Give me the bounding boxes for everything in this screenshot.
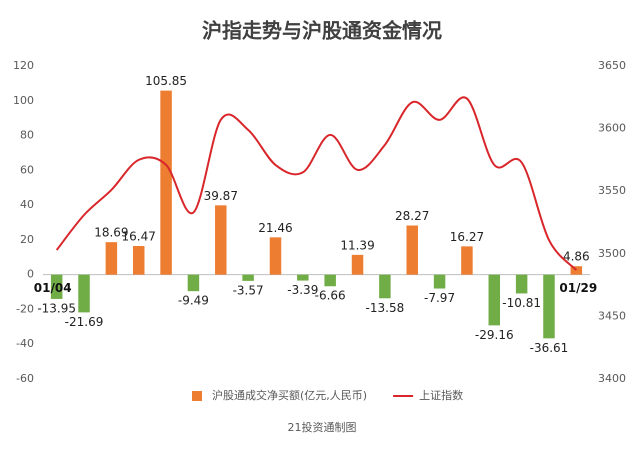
- data-label: 105.85: [145, 74, 187, 88]
- data-label: 16.27: [450, 230, 484, 244]
- y-tick-label: 120: [13, 59, 34, 72]
- line: [55, 96, 578, 271]
- bar: [242, 274, 254, 281]
- bar: [543, 274, 555, 339]
- bar: [570, 266, 583, 275]
- bar: [187, 274, 200, 292]
- x-tick-label: 01/04: [34, 281, 72, 295]
- data-label: 21.46: [258, 221, 292, 235]
- bar: [324, 274, 336, 287]
- data-label: -29.16: [475, 328, 514, 342]
- bar: [351, 254, 364, 275]
- bar: [379, 274, 391, 299]
- y2-tick-label: 3400: [598, 372, 626, 385]
- data-label: 18.69: [94, 226, 128, 240]
- y-tick-label: -40: [16, 337, 34, 350]
- data-label: -9.49: [178, 294, 209, 308]
- data-label: -36.61: [530, 341, 569, 355]
- bar: [461, 246, 473, 275]
- data-label: 28.27: [395, 209, 429, 223]
- y2-tick-label: 3500: [598, 247, 626, 260]
- y2-tick-label: 3550: [598, 184, 626, 197]
- footer: 21投资通制图: [288, 420, 357, 434]
- data-label: -13.58: [366, 301, 405, 315]
- y-tick-label: 20: [20, 233, 34, 246]
- legend-label: 沪股通成交净买额(亿元,人民币): [212, 388, 367, 402]
- y2-tick-label: 3600: [598, 122, 626, 135]
- bar: [269, 237, 282, 275]
- y-tick-label: 0: [27, 268, 34, 281]
- data-label: -3.39: [287, 283, 318, 297]
- y-tick-label: -20: [16, 302, 34, 315]
- x-tick-label: 01/29: [559, 281, 597, 295]
- bar: [132, 246, 145, 275]
- data-label: -10.81: [502, 296, 541, 310]
- data-label: 16.47: [122, 230, 156, 244]
- bar: [406, 225, 418, 275]
- y-tick-label: 100: [13, 94, 34, 107]
- y-tick-label: 80: [20, 129, 34, 142]
- data-label: 4.86: [563, 250, 590, 264]
- bar: [105, 242, 118, 275]
- chart-title: 沪指走势与沪股通资金情况: [202, 19, 442, 43]
- y-tick-label: 40: [20, 198, 34, 211]
- data-label: 11.39: [340, 238, 374, 252]
- bar: [160, 90, 172, 275]
- data-label: 39.87: [204, 189, 238, 203]
- data-label: -6.66: [315, 289, 346, 303]
- y-tick-label: 60: [20, 163, 34, 176]
- data-label: -13.95: [37, 301, 76, 315]
- legend-label: 上证指数: [419, 388, 463, 402]
- y-tick-label: -60: [16, 372, 34, 385]
- y2-tick-label: 3450: [598, 309, 626, 322]
- data-label: -21.69: [65, 315, 104, 329]
- bar: [78, 274, 90, 313]
- bar: [215, 205, 227, 275]
- bar: [433, 274, 446, 289]
- legend-swatch: [192, 391, 202, 401]
- bar: [515, 274, 528, 294]
- bar: [297, 274, 309, 281]
- y2-tick-label: 3650: [598, 59, 626, 72]
- bar: [50, 274, 63, 299]
- data-label: -3.57: [233, 283, 264, 297]
- data-label: -7.97: [424, 291, 455, 305]
- bar: [488, 274, 501, 326]
